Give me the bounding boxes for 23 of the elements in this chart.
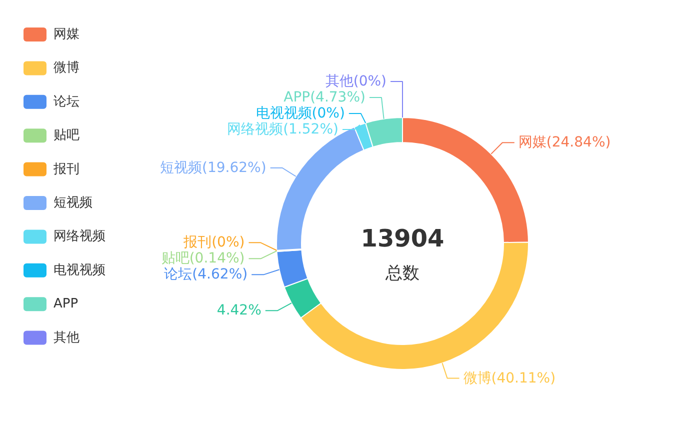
data-label: 网络视频(1.52%): [227, 122, 338, 138]
text: 报刊(0%): [184, 234, 245, 251]
legend-label: 电视视频: [54, 262, 106, 278]
data-label: 微博(40.11%): [463, 370, 556, 386]
data-label: 网媒(24.84%): [518, 134, 611, 151]
data-label: 贴吧(0.14%): [161, 250, 245, 267]
legend-label: 网媒: [54, 27, 80, 42]
legend-label: 论坛: [54, 94, 80, 110]
data-label: 短视频(19.62%): [160, 160, 266, 176]
legend-label: 微博: [54, 60, 80, 76]
data-label: APP(4.73%): [284, 90, 366, 106]
data-label: 论坛(4.62%): [164, 266, 248, 283]
text: 电视视频(0%): [256, 106, 345, 122]
text: 总数: [384, 264, 420, 284]
text: 其他(0%): [325, 74, 387, 90]
legend-label: 其他: [54, 330, 80, 346]
text: 13904: [360, 224, 444, 252]
legend-label: 短视频: [54, 196, 92, 210]
legend-label: 贴吧: [54, 128, 80, 144]
data-label: 4.42%: [216, 302, 262, 319]
legend-label: 报刊: [52, 162, 80, 177]
legend-label: APP: [54, 296, 78, 312]
legend-label: 网络视频: [54, 229, 106, 244]
